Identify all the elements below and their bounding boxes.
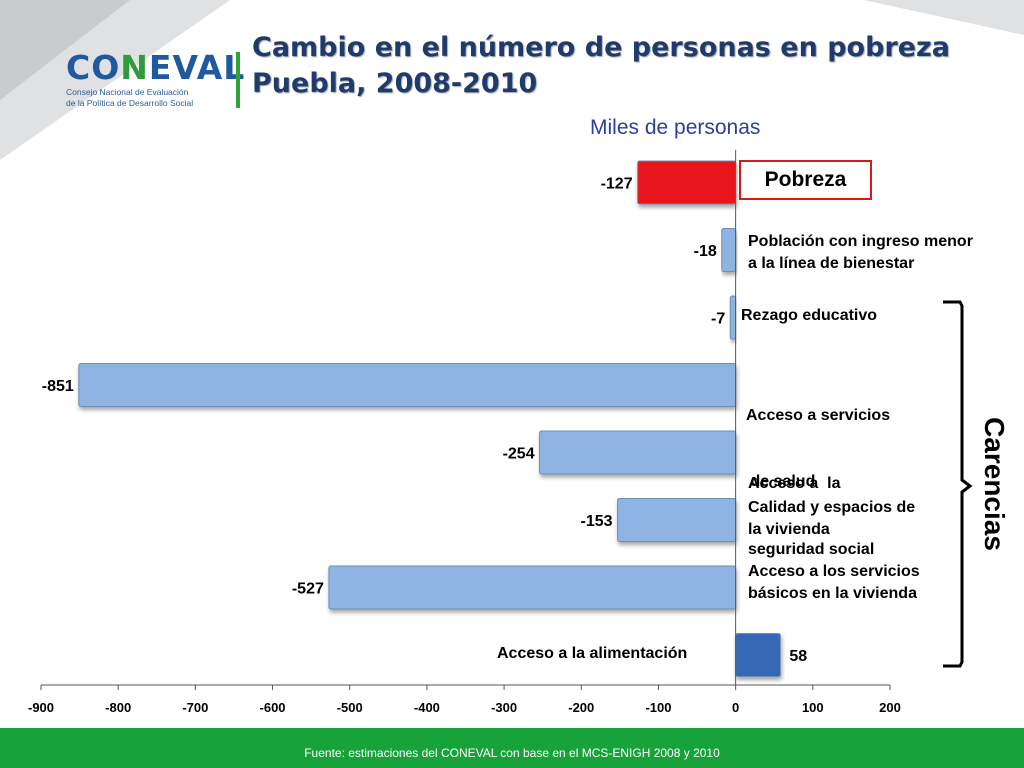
carencias-label: Carencias <box>979 417 1010 551</box>
category-label-vivienda-line2: la vivienda <box>748 521 830 538</box>
x-tick-label-6: -300 <box>491 700 517 715</box>
bar-5 <box>617 498 737 542</box>
title-line-2: Puebla, 2008-2010 <box>252 68 538 99</box>
data-label-6: -527 <box>292 581 324 598</box>
x-tick-label-1: -800 <box>105 700 131 715</box>
category-label-ingreso-line1: Población con ingreso menor <box>748 233 973 250</box>
logo-subtitle-1: Consejo Nacional de Evaluación <box>66 87 189 97</box>
category-label-basicos-line1: Acceso a los servicios <box>748 563 920 580</box>
footer-bar: Fuente: estimaciones del CONEVAL con bas… <box>0 728 1024 768</box>
x-tick-label-11: 200 <box>879 700 901 715</box>
bar-4 <box>539 430 737 475</box>
logo-word-mid: N <box>120 48 149 87</box>
logo-divider <box>236 52 240 108</box>
source-note: Fuente: estimaciones del CONEVAL con bas… <box>304 746 720 760</box>
category-label-salud-line2: de salud <box>746 473 816 490</box>
bar-6 <box>328 565 737 610</box>
x-tick-label-2: -700 <box>182 700 208 715</box>
category-label-basicos-line2: básicos en la vivienda <box>748 585 917 602</box>
logo-word-left: CO <box>66 48 121 87</box>
x-tick-label-0: -900 <box>28 700 54 715</box>
data-label-2: -7 <box>711 311 725 328</box>
category-label-seguridad: Acceso a la seguridad social <box>748 429 874 583</box>
title-line-1: Cambio en el número de personas en pobre… <box>252 32 950 63</box>
unit-label: Miles de personas <box>590 116 761 139</box>
data-label-7: 58 <box>789 648 807 665</box>
corner-decoration-right <box>864 0 1024 35</box>
pobreza-label-box: Pobreza <box>739 160 872 200</box>
page-title: Cambio en el número de personas en pobre… <box>252 30 950 102</box>
category-label-salud-line1: Acceso a servicios <box>746 407 891 424</box>
logo-wordmark: CONEVAL <box>66 48 244 87</box>
bar-2 <box>729 295 737 340</box>
carencias-bracket <box>943 300 973 668</box>
x-tick-label-10: 100 <box>802 700 824 715</box>
category-label-vivienda: Calidad y espacios de la vivienda <box>748 497 915 541</box>
x-tick-label-5: -400 <box>414 700 440 715</box>
x-tick-label-9: 0 <box>732 700 739 715</box>
coneval-logo: CONEVAL Consejo Nacional de Evaluación d… <box>66 48 244 112</box>
x-tick-label-8: -100 <box>645 700 671 715</box>
category-label-seguridad-line1: Acceso a la <box>748 475 841 492</box>
x-tick-label-7: -200 <box>568 700 594 715</box>
data-label-0: -127 <box>601 176 633 193</box>
bar-0 <box>637 160 737 205</box>
bar-1 <box>721 228 737 272</box>
logo-word-right: EVAL <box>148 48 246 87</box>
category-label-seguridad-line2: seguridad social <box>748 541 875 558</box>
x-tick-label-3: -600 <box>260 700 286 715</box>
data-label-4: -254 <box>503 446 535 463</box>
category-label-vivienda-line1: Calidad y espacios de <box>748 499 916 516</box>
category-label-basicos: Acceso a los servicios básicos en la viv… <box>748 561 920 605</box>
data-label-1: -18 <box>694 243 717 260</box>
data-label-3: -851 <box>42 378 74 395</box>
x-tick-label-4: -500 <box>337 700 363 715</box>
category-label-salud: Acceso a servicios de salud <box>746 361 890 515</box>
category-label-rezago: Rezago educativo <box>741 307 878 324</box>
category-label-alimentacion: Acceso a la alimentación <box>497 645 688 662</box>
category-label-ingreso-line2: a la línea de bienestar <box>748 255 915 272</box>
logo-subtitle-2: de la Política de Desarrollo Social <box>66 98 194 108</box>
data-label-5: -153 <box>581 513 613 530</box>
bar-7 <box>735 633 781 677</box>
bar-3 <box>78 363 737 407</box>
category-label-ingreso: Población con ingreso menor a la línea d… <box>748 231 973 275</box>
corner-decoration-left-inner <box>0 0 130 100</box>
